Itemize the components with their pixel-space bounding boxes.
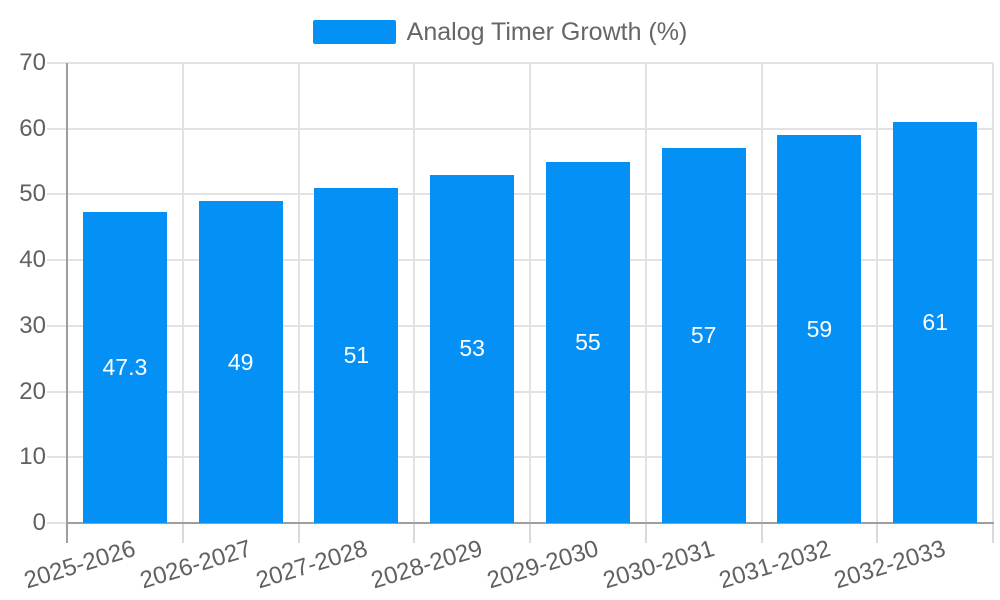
x-axis-tick-label: 2026-2027 (136, 535, 255, 595)
bar-2028-2029[interactable]: 53 (430, 174, 515, 523)
bar-2030-2031[interactable]: 57 (661, 148, 746, 523)
x-axis-tick-label: 2029-2030 (484, 535, 602, 595)
bar-2031-2032[interactable]: 59 (777, 135, 862, 523)
gridline-x-boundary-8 (992, 63, 994, 523)
bar-value-label: 59 (806, 315, 833, 342)
y-axis-tick (47, 390, 67, 393)
x-axis-tick-label: 2031-2032 (715, 535, 834, 595)
y-axis-tick-label: 70 (19, 49, 46, 76)
x-axis-tick-label: 2030-2031 (599, 535, 718, 595)
gridline-x-boundary-2 (297, 63, 300, 523)
y-axis-tick-label: 50 (19, 180, 46, 208)
legend: Analog Timer Growth (%) (0, 18, 1000, 46)
x-axis-tick (992, 523, 994, 543)
bar-value-label: 47.3 (102, 354, 148, 381)
bar-2025-2026[interactable]: 47.3 (82, 212, 167, 523)
y-axis-tick (47, 62, 67, 64)
x-axis-tick-label: 2032-2033 (831, 535, 950, 595)
bar-2029-2030[interactable]: 55 (545, 161, 630, 523)
x-axis-tick (644, 523, 647, 543)
legend-label: Analog Timer Growth (%) (406, 18, 688, 46)
bar-value-label: 57 (690, 322, 717, 349)
y-axis-tick-label: 10 (19, 443, 46, 471)
y-axis-tick-label: 40 (19, 246, 46, 274)
y-axis-tick (47, 324, 67, 327)
gridline-x-boundary-4 (529, 63, 531, 523)
legend-swatch-icon (312, 20, 396, 44)
x-axis-tick (529, 523, 531, 543)
y-axis-tick (47, 193, 67, 196)
x-axis-tick-label: 2028-2029 (368, 535, 487, 595)
bar-2027-2028[interactable]: 51 (314, 187, 399, 523)
bar-value-label: 49 (227, 348, 254, 375)
y-axis-tick-label: 0 (32, 509, 46, 536)
x-axis-tick (181, 523, 184, 543)
y-axis-tick (47, 259, 67, 262)
x-axis-tick (876, 523, 879, 543)
y-axis-tick (47, 127, 67, 130)
bar-2032-2033[interactable]: 61 (893, 122, 978, 523)
y-axis-tick-label: 20 (19, 377, 46, 405)
bar-value-label: 53 (459, 335, 485, 362)
bar-value-label: 61 (922, 309, 948, 336)
gridline-x-boundary-5 (644, 63, 647, 523)
y-axis-line (66, 63, 68, 543)
bar-2026-2027[interactable]: 49 (198, 201, 283, 523)
gridline-x-boundary-7 (876, 63, 879, 523)
y-axis-tick-label: 60 (19, 114, 46, 142)
x-axis-tick (413, 523, 416, 543)
x-axis-tick-label: 2025-2026 (21, 535, 139, 595)
bar-value-label: 51 (343, 341, 370, 368)
x-axis-tick (297, 523, 300, 543)
legend-item-analog-timer-growth[interactable]: Analog Timer Growth (%) (312, 18, 688, 46)
gridline-x-boundary-3 (413, 63, 416, 523)
y-axis-tick (47, 456, 67, 459)
bar-value-label: 55 (575, 328, 601, 355)
gridline-x-boundary-6 (760, 63, 763, 523)
y-axis-tick (47, 522, 67, 524)
x-axis-tick-label: 2027-2028 (252, 535, 371, 595)
x-axis-tick (760, 523, 763, 543)
gridline-x-boundary-1 (181, 63, 184, 523)
y-axis-tick-label: 30 (19, 311, 46, 339)
x-axis-line (66, 522, 994, 524)
